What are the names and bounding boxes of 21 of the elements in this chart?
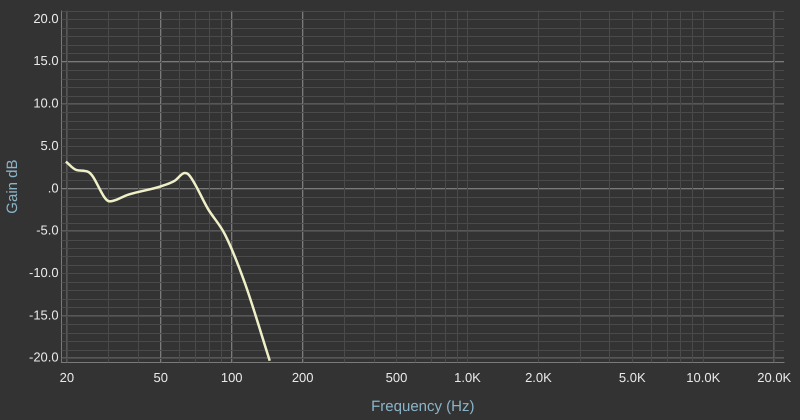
y-tick-label: 15.0 bbox=[33, 53, 59, 68]
y-tick-label: -15.0 bbox=[28, 307, 59, 322]
x-tick-label: 1.0K bbox=[454, 370, 482, 385]
x-tick-label: 20 bbox=[60, 370, 74, 385]
x-tick-label: 10.0K bbox=[686, 370, 721, 385]
x-tick-label: 500 bbox=[386, 370, 408, 385]
y-tick-label: 5.0 bbox=[40, 138, 59, 153]
x-tick-label: 5.0K bbox=[618, 370, 646, 385]
y-axis-title: Gain dB bbox=[4, 160, 22, 214]
y-tick-label: 10.0 bbox=[33, 96, 59, 111]
x-tick-label: 20.0K bbox=[757, 370, 792, 385]
x-tick-label: 2.0K bbox=[525, 370, 552, 385]
x-axis-title: Frequency (Hz) bbox=[371, 398, 474, 416]
y-tick-label: -5.0 bbox=[36, 222, 59, 238]
y-tick-label: -10.0 bbox=[28, 265, 59, 280]
x-tick-label: 50 bbox=[153, 370, 168, 385]
x-tick-label: 100 bbox=[220, 370, 243, 385]
y-tick-label: 20.0 bbox=[33, 10, 59, 26]
y-tick-label: -20.0 bbox=[28, 350, 59, 365]
y-tick-label: .0 bbox=[48, 180, 59, 196]
x-tick-label: 200 bbox=[292, 370, 314, 385]
